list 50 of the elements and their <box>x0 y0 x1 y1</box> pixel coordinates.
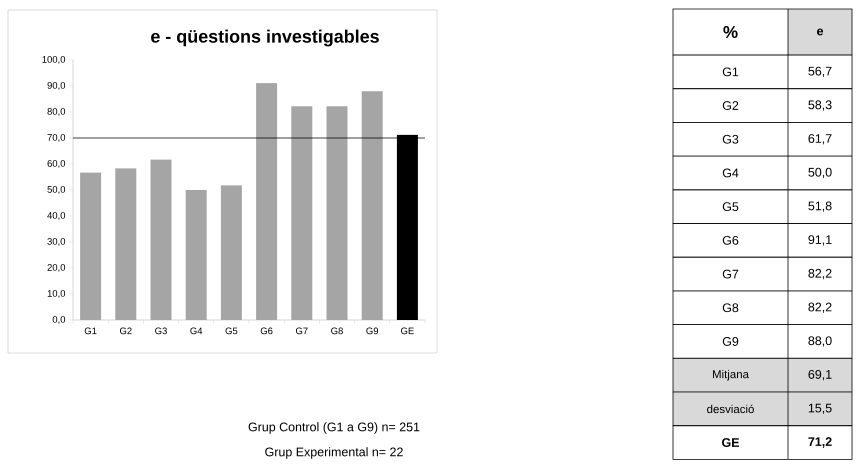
text: 61,7 <box>808 134 832 144</box>
x-tick-label: GE <box>401 328 414 334</box>
x-tick-label: G9 <box>366 328 378 334</box>
text: G6 <box>722 236 738 245</box>
chart-title: e - qüestions investigables <box>151 30 379 46</box>
text: % <box>723 26 738 38</box>
text: 91,1 <box>808 235 832 246</box>
y-tick-label: 70,0 <box>48 134 66 142</box>
text: G8 <box>722 303 738 312</box>
x-tick-label: G3 <box>155 328 167 334</box>
y-tick-label: 50,0 <box>47 186 66 194</box>
y-tick-label: 30,0 <box>47 238 66 246</box>
y-tick-label: 0,0 <box>52 316 66 324</box>
x-tick-label: G2 <box>120 328 132 334</box>
x-tick-label: G4 <box>190 328 202 334</box>
x-tick-label: G6 <box>260 328 272 334</box>
x-tick-label: G7 <box>296 328 308 334</box>
text: G3 <box>722 134 738 144</box>
text: 56,7 <box>808 66 832 77</box>
y-tick-label: 40,0 <box>47 212 66 220</box>
text: G7 <box>722 270 738 278</box>
text: G5 <box>722 202 738 212</box>
y-tick-label: 100,0 <box>42 56 66 64</box>
text: 69,1 <box>808 370 832 380</box>
x-tick-label: G5 <box>226 328 238 334</box>
text: 58,3 <box>808 100 832 111</box>
y-tick-label: 80,0 <box>47 108 66 116</box>
text: e <box>817 28 824 36</box>
x-tick-label: G1 <box>84 328 96 334</box>
y-tick-label: 10,0 <box>48 290 66 298</box>
text: Grup Experimental n= 22 <box>265 447 403 459</box>
text: G2 <box>722 101 738 110</box>
text: 88,0 <box>808 336 832 347</box>
text: 71,2 <box>808 437 832 448</box>
text: G1 <box>722 67 738 76</box>
text: Grup Control (G1 a G9) n= 251 <box>248 422 420 434</box>
text: GE <box>722 438 740 447</box>
text: 50,0 <box>808 168 832 178</box>
text: Mitjana <box>712 370 749 380</box>
text: G4 <box>722 168 738 178</box>
y-tick-label: 60,0 <box>48 160 66 168</box>
y-tick-label: 90,0 <box>48 82 66 90</box>
y-tick-label: 20,0 <box>48 264 66 272</box>
text: 15,5 <box>808 404 832 414</box>
text: 51,8 <box>808 202 832 212</box>
text: desviació <box>707 404 754 414</box>
text: 82,2 <box>808 268 832 280</box>
x-tick-label: G8 <box>331 328 343 334</box>
text: G9 <box>722 337 738 346</box>
text: 82,2 <box>808 302 832 313</box>
